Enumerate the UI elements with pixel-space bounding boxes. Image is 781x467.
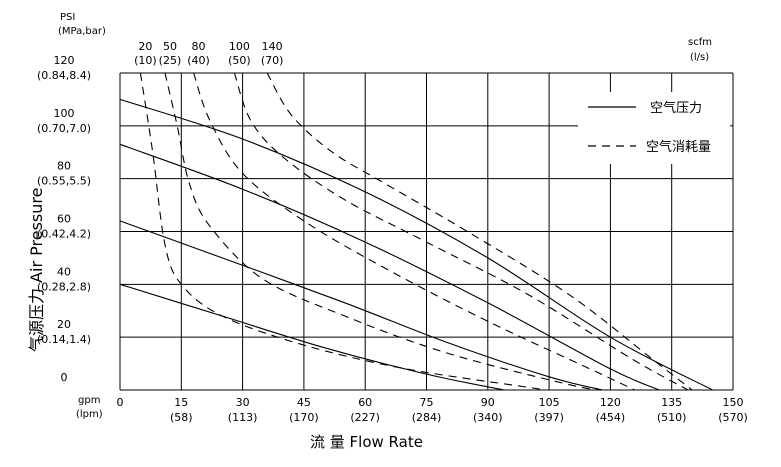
air-tick-label-1: 50 <box>163 40 177 53</box>
y-tick-sublabel-3: (0.42,4.2) <box>37 228 91 241</box>
x-tick-label-5: 75 <box>420 396 434 409</box>
air-tick-sublabel-4: (70) <box>261 54 284 67</box>
x-unit-label-secondary: (lpm) <box>76 409 103 420</box>
air-tick-sublabel-1: (25) <box>159 54 182 67</box>
air-tick-sublabel-2: (40) <box>187 54 210 67</box>
x-tick-label-10: 150 <box>723 396 744 409</box>
x-tick-label-8: 120 <box>600 396 621 409</box>
y-tick-label-4: 80 <box>57 160 71 173</box>
air-consumption-curve-8 <box>266 72 693 391</box>
air-consumption-labels: 20(10) 50(25) 80(40) 100(50) 140(70) <box>134 40 283 67</box>
air-unit-label-secondary: (l/s) <box>690 52 709 63</box>
air-tick-sublabel-3: (50) <box>228 54 251 67</box>
x-tick-label-0: 0 <box>117 396 124 409</box>
legend-label-air-pressure: 空气压力 <box>650 100 702 116</box>
x-unit-label: gpm <box>78 395 100 406</box>
air-tick-label-3: 100 <box>229 40 250 53</box>
x-tick-label-1: 15 <box>174 396 188 409</box>
air-tick-label-4: 140 <box>262 40 283 53</box>
x-tick-sublabel-7: (397) <box>534 411 564 424</box>
x-tick-sublabel-5: (284) <box>412 411 442 424</box>
y-tick-sublabel-2: (0.28,2.8) <box>37 280 91 293</box>
x-tick-sublabel-6: (340) <box>473 411 503 424</box>
air-tick-label-2: 80 <box>192 40 206 53</box>
y-unit-label: PSI <box>60 12 75 23</box>
x-tick-sublabel-9: (510) <box>657 411 687 424</box>
x-tick-sublabel-3: (170) <box>289 411 319 424</box>
air-consumption-curve-4 <box>139 72 546 391</box>
legend-label-air-consumption: 空气消耗量 <box>646 139 711 155</box>
air-pressure-curve-0 <box>119 98 713 391</box>
y-tick-label-5: 100 <box>54 107 75 120</box>
legend: 空气压力 空气消耗量 <box>578 92 730 164</box>
legend-background <box>578 92 730 164</box>
y-tick-sublabel-1: (0.14,1.4) <box>37 333 91 346</box>
x-tick-label-7: 105 <box>539 396 560 409</box>
air-unit-label: scfm <box>688 37 712 48</box>
y-tick-label-0: 0 <box>61 371 68 384</box>
x-tick-labels: 0 15 (58) 30 (113) 45 (170) 60 (227) 75 (284) 90 (34… <box>117 396 748 424</box>
x-tick-label-3: 45 <box>297 396 311 409</box>
air-tick-sublabel-0: (10) <box>134 54 157 67</box>
y-tick-sublabel-6: (0.84,8.4) <box>37 69 91 82</box>
y-tick-sublabel-4: (0.55,5.5) <box>37 175 91 188</box>
y-axis-title: 气源压力 Air Pressure <box>27 188 46 352</box>
y-tick-label-2: 40 <box>57 265 71 278</box>
x-tick-label-4: 60 <box>358 396 372 409</box>
x-tick-label-6: 90 <box>481 396 495 409</box>
air-tick-label-0: 20 <box>138 40 152 53</box>
y-tick-label-1: 20 <box>57 318 71 331</box>
y-unit-label-secondary: (MPa,bar) <box>58 26 106 37</box>
grid <box>119 72 734 391</box>
x-tick-sublabel-1: (58) <box>170 411 193 424</box>
x-tick-label-9: 135 <box>661 396 682 409</box>
y-tick-label-3: 60 <box>57 213 71 226</box>
x-axis-title: 流 量 Flow Rate <box>310 433 423 451</box>
air-pressure-curve-1 <box>119 143 660 391</box>
x-tick-sublabel-2: (113) <box>228 411 258 424</box>
y-tick-label-6: 120 <box>54 54 75 67</box>
x-tick-label-2: 30 <box>236 396 250 409</box>
x-tick-sublabel-8: (454) <box>596 411 626 424</box>
y-tick-labels: 0 20 (0.14,1.4) 40 (0.28,2.8) 60 (0.42,4.2) 80 (… <box>37 54 91 384</box>
curves <box>119 72 713 391</box>
x-tick-sublabel-10: (570) <box>718 411 748 424</box>
x-tick-sublabel-4: (227) <box>350 411 380 424</box>
y-tick-sublabel-5: (0.70,7.0) <box>37 122 91 135</box>
air-pressure-curve-3 <box>119 283 505 391</box>
air-pressure-curve-2 <box>119 220 603 391</box>
air-consumption-curve-5 <box>164 72 603 391</box>
air-consumption-curve-6 <box>193 72 636 391</box>
